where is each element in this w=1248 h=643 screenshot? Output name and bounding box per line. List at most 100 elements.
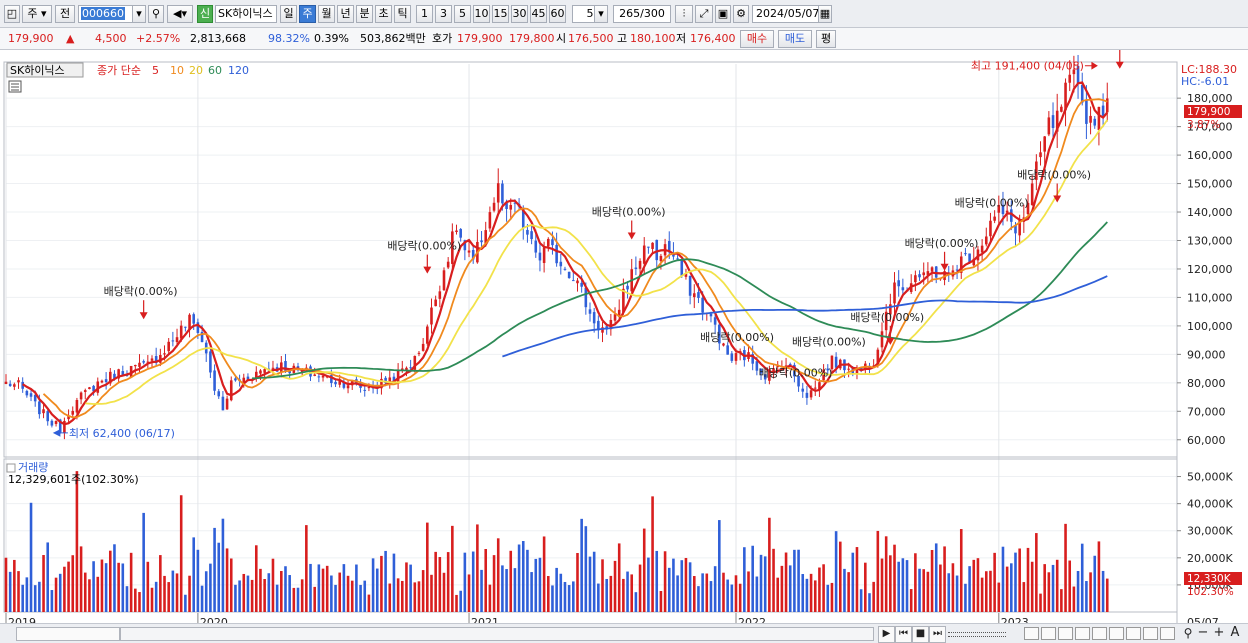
code-dropdown-icon[interactable]: ▾ bbox=[132, 5, 146, 23]
count-field[interactable]: 265/300 bbox=[613, 5, 671, 23]
zoom-button-2[interactable]: A bbox=[1228, 626, 1242, 641]
volume-bar bbox=[313, 586, 316, 612]
prev-button[interactable]: 전 bbox=[55, 5, 75, 23]
drawing-tool-icon[interactable] bbox=[1075, 627, 1090, 640]
candle-body bbox=[638, 260, 642, 269]
candle-body bbox=[622, 288, 625, 313]
volume-bar bbox=[526, 549, 529, 612]
stock-code-input[interactable]: 000660 bbox=[78, 5, 146, 23]
buy-button[interactable]: 매수 bbox=[740, 30, 774, 48]
candle-body bbox=[67, 415, 70, 420]
candle-body bbox=[651, 242, 654, 249]
drawing-tool-icon[interactable] bbox=[1126, 627, 1141, 640]
candle-body bbox=[317, 376, 321, 378]
period-button-2[interactable]: 월 bbox=[318, 5, 335, 23]
candle-body bbox=[1068, 74, 1072, 83]
interval-button-4[interactable]: 15 bbox=[492, 5, 509, 23]
candle-body bbox=[859, 367, 863, 370]
interval-button-0[interactable]: 1 bbox=[416, 5, 433, 23]
window-menu-icon[interactable]: ◰ bbox=[4, 5, 20, 23]
volume-bar bbox=[442, 572, 446, 612]
volume-bar bbox=[763, 556, 767, 612]
volume-bar bbox=[980, 577, 984, 612]
interval-dropdown-icon[interactable]: ▾ bbox=[594, 5, 608, 23]
interval-button-6[interactable]: 45 bbox=[530, 5, 547, 23]
candle-style-icon[interactable]: ⫶ bbox=[675, 5, 693, 23]
interval-button-1[interactable]: 3 bbox=[435, 5, 452, 23]
volume-bar bbox=[830, 582, 834, 612]
eval-button[interactable]: 평 bbox=[816, 30, 836, 48]
volume-bar bbox=[480, 569, 483, 612]
nav-button-3[interactable]: ⏭ bbox=[929, 626, 946, 643]
new-badge[interactable]: 신 bbox=[197, 5, 213, 23]
zoom-button-1[interactable]: + bbox=[1212, 626, 1226, 641]
volume-bar bbox=[380, 555, 383, 612]
price-tick-label: 70,000 bbox=[1187, 405, 1226, 418]
stock-name-field: SK하이닉스 bbox=[215, 5, 277, 23]
candle-body bbox=[634, 267, 638, 269]
gear-icon[interactable]: ⚙ bbox=[733, 5, 749, 23]
volume-bar bbox=[546, 576, 550, 612]
search-icon[interactable]: ⚲ bbox=[148, 5, 164, 23]
drawing-tool-icon[interactable] bbox=[1041, 627, 1056, 640]
last-price-tag bbox=[1184, 105, 1242, 118]
drawing-tool-icon[interactable] bbox=[1024, 627, 1039, 640]
scrollbar-track[interactable] bbox=[120, 627, 874, 641]
period-button-6[interactable]: 틱 bbox=[394, 5, 411, 23]
volume-bar bbox=[413, 582, 417, 612]
volume-bar bbox=[588, 556, 592, 612]
period-button-5[interactable]: 초 bbox=[375, 5, 392, 23]
volume-bar bbox=[1035, 533, 1038, 612]
candle-body bbox=[88, 387, 91, 390]
period-button-1[interactable]: 주 bbox=[299, 5, 316, 23]
volume-bar bbox=[1005, 566, 1009, 612]
candle-body bbox=[1051, 115, 1055, 128]
drawing-tool-icon[interactable] bbox=[1109, 627, 1124, 640]
nav-button-1[interactable]: ⏮ bbox=[895, 626, 912, 643]
nav-button-0[interactable]: ▶ bbox=[878, 626, 895, 643]
volume-bar bbox=[972, 559, 976, 612]
candle-body bbox=[830, 355, 834, 370]
period-button-4[interactable]: 분 bbox=[356, 5, 373, 23]
save-icon[interactable]: ▣ bbox=[715, 5, 731, 23]
drawing-tool-icon[interactable] bbox=[1092, 627, 1107, 640]
period-button-0[interactable]: 일 bbox=[280, 5, 297, 23]
speaker-icon[interactable]: ◀▾ bbox=[167, 5, 193, 23]
nav-button-2[interactable]: ■ bbox=[912, 626, 929, 643]
interval-button-3[interactable]: 10 bbox=[473, 5, 490, 23]
zoom-slider[interactable] bbox=[948, 632, 1006, 637]
candle-body bbox=[626, 285, 629, 290]
volume-bar bbox=[392, 553, 396, 612]
candle-body bbox=[96, 381, 100, 393]
volume-bar bbox=[630, 574, 634, 612]
drawing-tool-icon[interactable] bbox=[1143, 627, 1158, 640]
interval-button-2[interactable]: 5 bbox=[454, 5, 471, 23]
search-icon[interactable]: ⚲ bbox=[1183, 626, 1193, 640]
stock-chart[interactable]: 180,000 170,000 160,000 150,000 140,000 130,0… bbox=[0, 50, 1248, 643]
chart-background bbox=[0, 60, 1248, 633]
candle-body bbox=[538, 252, 542, 261]
stock-type-select[interactable]: 주 ▾ bbox=[22, 5, 52, 23]
volume-bar bbox=[496, 538, 500, 612]
candle-body bbox=[597, 320, 600, 331]
volume-bar bbox=[559, 573, 563, 612]
volume-bar bbox=[167, 582, 170, 612]
volume-bar bbox=[21, 584, 24, 612]
volume-pane-icon[interactable] bbox=[6, 463, 16, 473]
scrollbar-thumb[interactable] bbox=[16, 627, 120, 641]
period-button-3[interactable]: 년 bbox=[337, 5, 354, 23]
sell-button[interactable]: 매도 bbox=[778, 30, 812, 48]
calendar-icon[interactable]: ▦ bbox=[818, 5, 832, 23]
legend-name-box[interactable] bbox=[6, 62, 84, 78]
date-input[interactable]: 2024/05/07 bbox=[752, 5, 830, 23]
price-tick-label: 170,000 bbox=[1187, 121, 1233, 134]
drawing-tool-icon[interactable] bbox=[1058, 627, 1073, 640]
last-volume-pct: 102.30% bbox=[1187, 586, 1234, 598]
volume-bar bbox=[688, 562, 692, 612]
drawing-tool-icon[interactable] bbox=[1160, 627, 1175, 640]
interval-button-7[interactable]: 60 bbox=[549, 5, 566, 23]
interval-button-5[interactable]: 30 bbox=[511, 5, 528, 23]
turnover: 0.39% bbox=[314, 32, 349, 45]
zoom-button-0[interactable]: − bbox=[1196, 626, 1210, 641]
draw-tool-icon[interactable]: ⤢ bbox=[695, 5, 713, 23]
